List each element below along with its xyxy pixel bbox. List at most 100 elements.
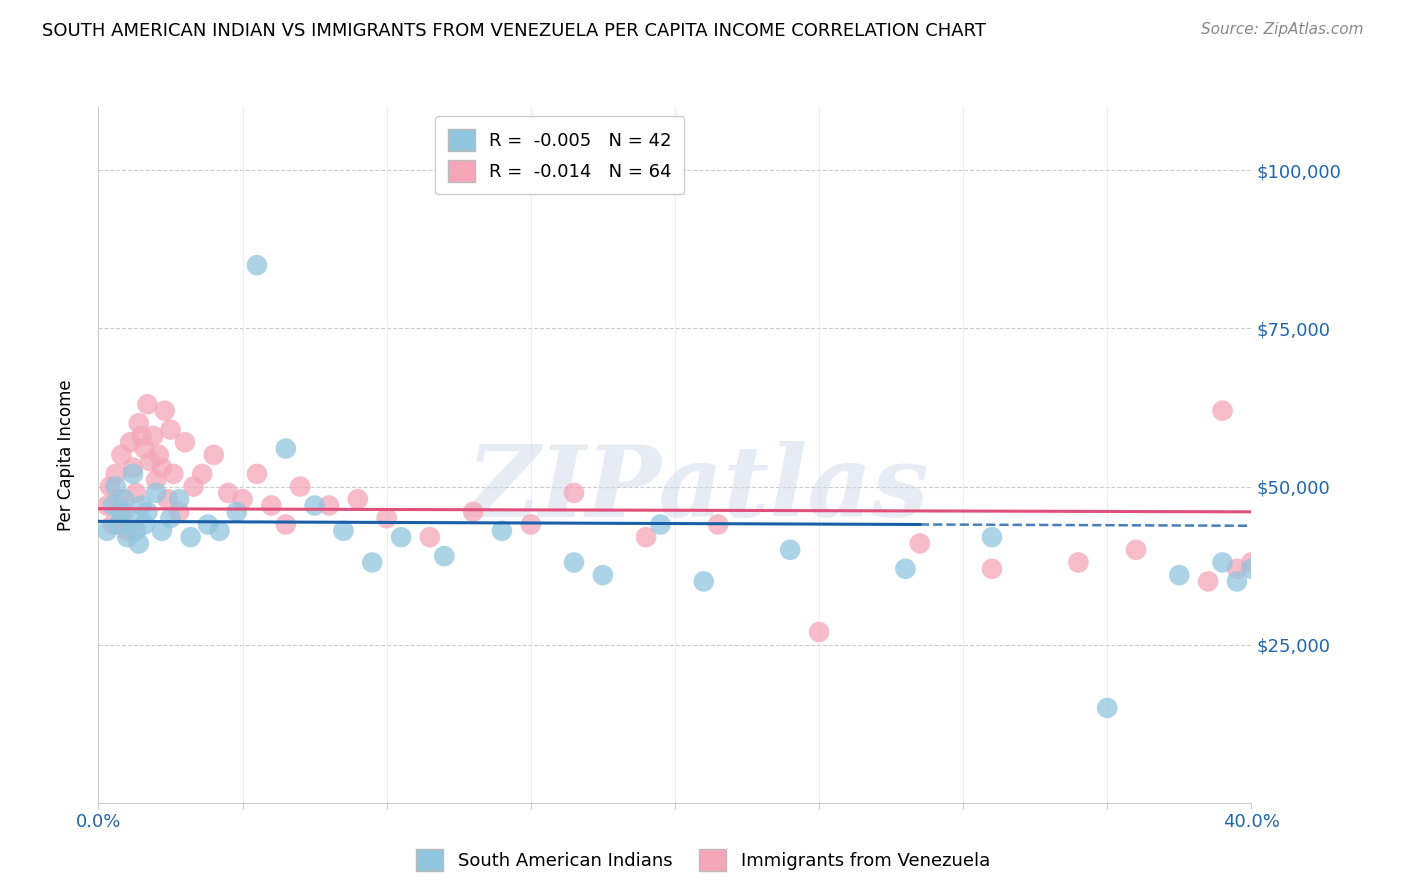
Legend: R =  -0.005   N = 42, R =  -0.014   N = 64: R = -0.005 N = 42, R = -0.014 N = 64 xyxy=(434,116,685,194)
Point xyxy=(197,517,219,532)
Point xyxy=(134,517,156,532)
Point xyxy=(1240,556,1263,570)
Point xyxy=(246,258,269,272)
Point xyxy=(231,492,254,507)
Y-axis label: Per Capita Income: Per Capita Income xyxy=(56,379,75,531)
Point xyxy=(110,448,132,462)
Point xyxy=(122,467,145,481)
Point xyxy=(274,442,297,456)
Point xyxy=(167,505,190,519)
Point xyxy=(491,524,513,538)
Point xyxy=(562,486,585,500)
Point xyxy=(167,492,190,507)
Point xyxy=(1226,574,1249,589)
Point xyxy=(153,403,176,417)
Point xyxy=(375,511,398,525)
Point xyxy=(908,536,931,550)
Point xyxy=(318,499,340,513)
Point xyxy=(112,492,135,507)
Point xyxy=(981,530,1004,544)
Point xyxy=(346,492,368,507)
Point xyxy=(134,442,156,456)
Point xyxy=(1125,542,1147,557)
Point xyxy=(136,505,159,519)
Point xyxy=(131,499,153,513)
Point xyxy=(107,517,129,532)
Legend: South American Indians, Immigrants from Venezuela: South American Indians, Immigrants from … xyxy=(409,842,997,879)
Point xyxy=(1067,556,1090,570)
Point xyxy=(98,479,121,493)
Point xyxy=(180,530,202,544)
Point xyxy=(693,574,716,589)
Point xyxy=(304,499,326,513)
Point xyxy=(150,460,173,475)
Point xyxy=(1270,581,1292,595)
Point xyxy=(894,562,917,576)
Point xyxy=(389,530,412,544)
Point xyxy=(131,429,153,443)
Point xyxy=(461,505,484,519)
Point xyxy=(128,536,150,550)
Point xyxy=(162,467,184,481)
Point xyxy=(148,448,170,462)
Point xyxy=(112,505,135,519)
Point xyxy=(419,530,441,544)
Point xyxy=(592,568,614,582)
Point xyxy=(96,524,118,538)
Point xyxy=(274,517,297,532)
Point xyxy=(120,435,142,450)
Point xyxy=(150,524,173,538)
Point xyxy=(191,467,214,481)
Point xyxy=(139,454,162,468)
Point xyxy=(433,549,456,563)
Point xyxy=(104,467,127,481)
Point xyxy=(125,486,148,500)
Point xyxy=(650,517,672,532)
Point xyxy=(779,542,801,557)
Text: SOUTH AMERICAN INDIAN VS IMMIGRANTS FROM VENEZUELA PER CAPITA INCOME CORRELATION: SOUTH AMERICAN INDIAN VS IMMIGRANTS FROM… xyxy=(42,22,986,40)
Point xyxy=(246,467,269,481)
Point xyxy=(1254,568,1277,582)
Point xyxy=(562,556,585,570)
Point xyxy=(101,517,124,532)
Point xyxy=(145,473,167,487)
Point xyxy=(125,524,148,538)
Point xyxy=(981,562,1004,576)
Point xyxy=(260,499,283,513)
Point xyxy=(202,448,225,462)
Point xyxy=(174,435,197,450)
Point xyxy=(225,505,247,519)
Point xyxy=(217,486,239,500)
Point xyxy=(361,556,384,570)
Point xyxy=(520,517,543,532)
Point xyxy=(142,429,165,443)
Point xyxy=(1212,403,1234,417)
Point xyxy=(96,499,118,513)
Point xyxy=(156,492,179,507)
Point xyxy=(1226,562,1249,576)
Point xyxy=(136,397,159,411)
Point xyxy=(110,505,132,519)
Point xyxy=(1097,701,1119,715)
Point xyxy=(1168,568,1191,582)
Point xyxy=(1385,612,1406,626)
Point xyxy=(332,524,354,538)
Text: Source: ZipAtlas.com: Source: ZipAtlas.com xyxy=(1201,22,1364,37)
Point xyxy=(808,625,831,640)
Point xyxy=(707,517,730,532)
Point xyxy=(101,499,124,513)
Point xyxy=(1298,587,1320,601)
Point xyxy=(104,479,127,493)
Point xyxy=(122,460,145,475)
Point xyxy=(1197,574,1219,589)
Point xyxy=(290,479,312,493)
Point xyxy=(1212,556,1234,570)
Point xyxy=(117,530,139,544)
Point xyxy=(183,479,205,493)
Point xyxy=(1240,562,1263,576)
Point xyxy=(159,423,181,437)
Point xyxy=(159,511,181,525)
Point xyxy=(128,417,150,431)
Point xyxy=(145,486,167,500)
Point xyxy=(1355,606,1378,620)
